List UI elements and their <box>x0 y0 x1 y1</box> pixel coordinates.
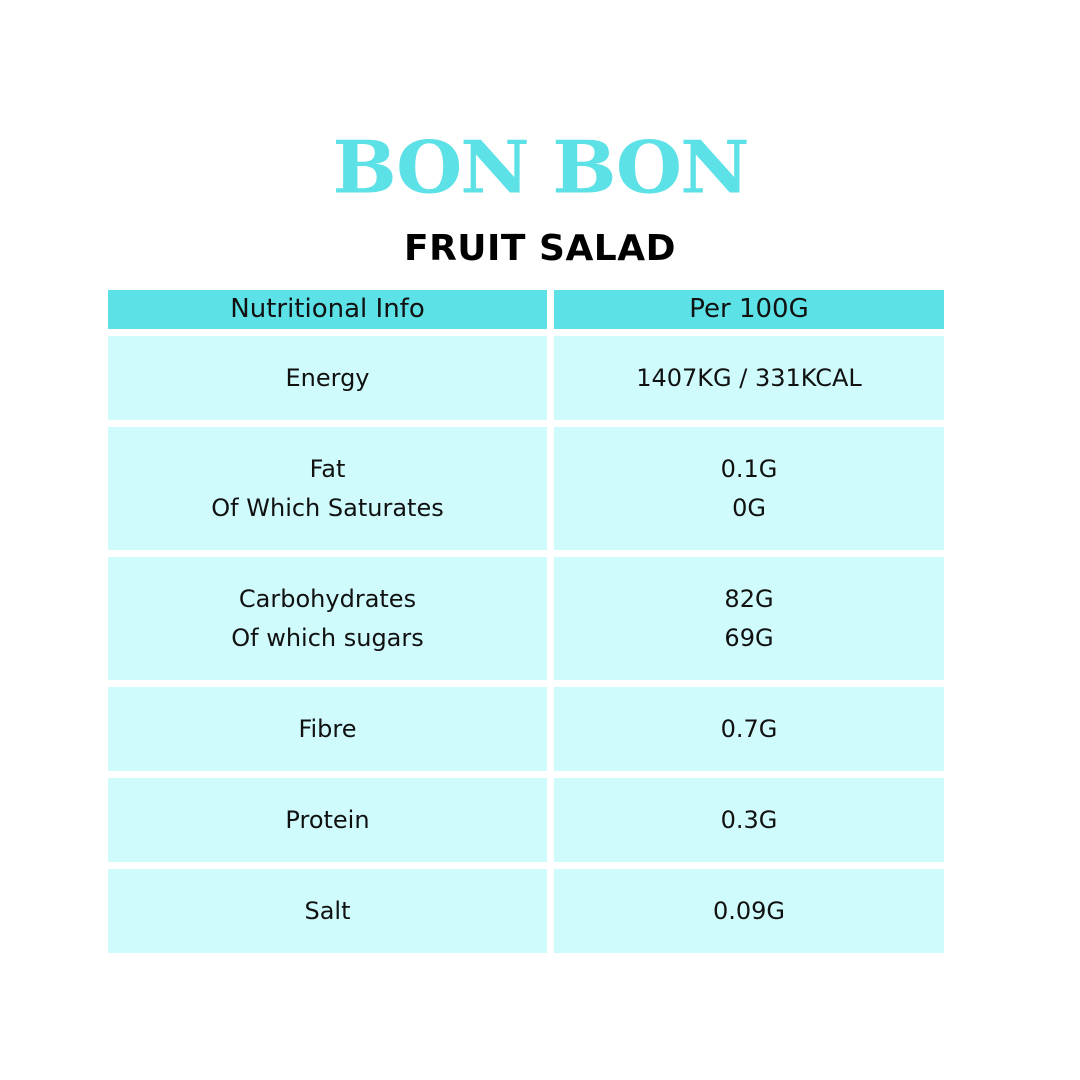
nutrient-value: 69G <box>724 623 774 652</box>
table-row: Energy 1407KG / 331KCAL <box>108 336 944 420</box>
table-header: Nutritional Info Per 100G <box>108 290 944 329</box>
nutrient-label-cell: Carbohydrates Of which sugars <box>108 557 547 680</box>
nutrient-value: 82G <box>724 584 774 613</box>
nutrient-value: 0G <box>732 493 766 522</box>
table-row: Fat Of Which Saturates 0.1G 0G <box>108 427 944 550</box>
nutrient-value: 0.7G <box>720 714 778 743</box>
nutrient-value-cell: 82G 69G <box>554 557 944 680</box>
nutrient-value: 0.1G <box>720 454 778 483</box>
nutrient-value: 0.3G <box>720 805 778 834</box>
nutrient-label: Protein <box>285 805 370 834</box>
nutrient-value: 1407KG / 331KCAL <box>636 363 862 392</box>
nutrient-value-cell: 0.1G 0G <box>554 427 944 550</box>
product-title: FRUIT SALAD <box>403 228 676 269</box>
nutrient-label: Of Which Saturates <box>211 493 444 522</box>
brand-logo: BON BON <box>332 125 749 210</box>
table-row: Carbohydrates Of which sugars 82G 69G <box>108 557 944 680</box>
nutrient-label: Carbohydrates <box>238 584 417 613</box>
nutrient-value: 0.09G <box>712 896 786 925</box>
nutrient-label: Of which sugars <box>231 623 424 652</box>
nutrient-value-cell: 1407KG / 331KCAL <box>554 336 944 420</box>
table-row: Salt 0.09G <box>108 869 944 953</box>
nutrient-value-cell: 0.7G <box>554 687 944 771</box>
nutrient-label-cell: Salt <box>108 869 547 953</box>
nutrient-value-cell: 0.3G <box>554 778 944 862</box>
nutrient-label: Fat <box>309 454 346 483</box>
nutrient-label-cell: Protein <box>108 778 547 862</box>
table-row: Protein 0.3G <box>108 778 944 862</box>
header-nutritional-info: Nutritional Info <box>108 290 547 329</box>
table-row: Fibre 0.7G <box>108 687 944 771</box>
header-per-100g: Per 100G <box>554 290 944 329</box>
nutrient-label: Energy <box>285 363 370 392</box>
nutrition-table: Nutritional Info Per 100G Energy 1407KG /… <box>108 290 944 960</box>
nutrient-label-cell: Fat Of Which Saturates <box>108 427 547 550</box>
nutrient-label: Salt <box>304 896 351 925</box>
nutrient-label-cell: Energy <box>108 336 547 420</box>
nutrient-value-cell: 0.09G <box>554 869 944 953</box>
nutrient-label-cell: Fibre <box>108 687 547 771</box>
nutrient-label: Fibre <box>298 714 357 743</box>
